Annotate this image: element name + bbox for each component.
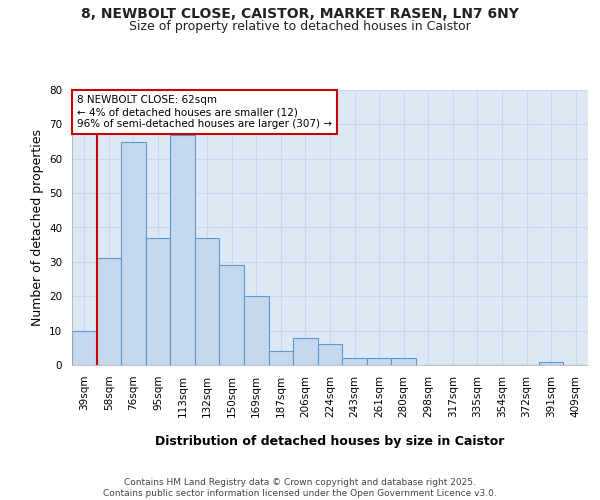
Bar <box>244 296 269 365</box>
Bar <box>367 358 391 365</box>
Bar <box>195 238 220 365</box>
Bar <box>269 351 293 365</box>
Bar <box>342 358 367 365</box>
Bar <box>539 362 563 365</box>
Y-axis label: Number of detached properties: Number of detached properties <box>31 129 44 326</box>
Bar <box>293 338 318 365</box>
Text: Distribution of detached houses by size in Caistor: Distribution of detached houses by size … <box>155 435 505 448</box>
Text: Contains HM Land Registry data © Crown copyright and database right 2025.
Contai: Contains HM Land Registry data © Crown c… <box>103 478 497 498</box>
Bar <box>391 358 416 365</box>
Bar <box>72 330 97 365</box>
Bar <box>121 142 146 365</box>
Text: 8, NEWBOLT CLOSE, CAISTOR, MARKET RASEN, LN7 6NY: 8, NEWBOLT CLOSE, CAISTOR, MARKET RASEN,… <box>81 8 519 22</box>
Bar <box>318 344 342 365</box>
Text: Size of property relative to detached houses in Caistor: Size of property relative to detached ho… <box>129 20 471 33</box>
Text: 8 NEWBOLT CLOSE: 62sqm
← 4% of detached houses are smaller (12)
96% of semi-deta: 8 NEWBOLT CLOSE: 62sqm ← 4% of detached … <box>77 96 332 128</box>
Bar <box>97 258 121 365</box>
Bar <box>220 266 244 365</box>
Bar <box>146 238 170 365</box>
Bar <box>170 134 195 365</box>
